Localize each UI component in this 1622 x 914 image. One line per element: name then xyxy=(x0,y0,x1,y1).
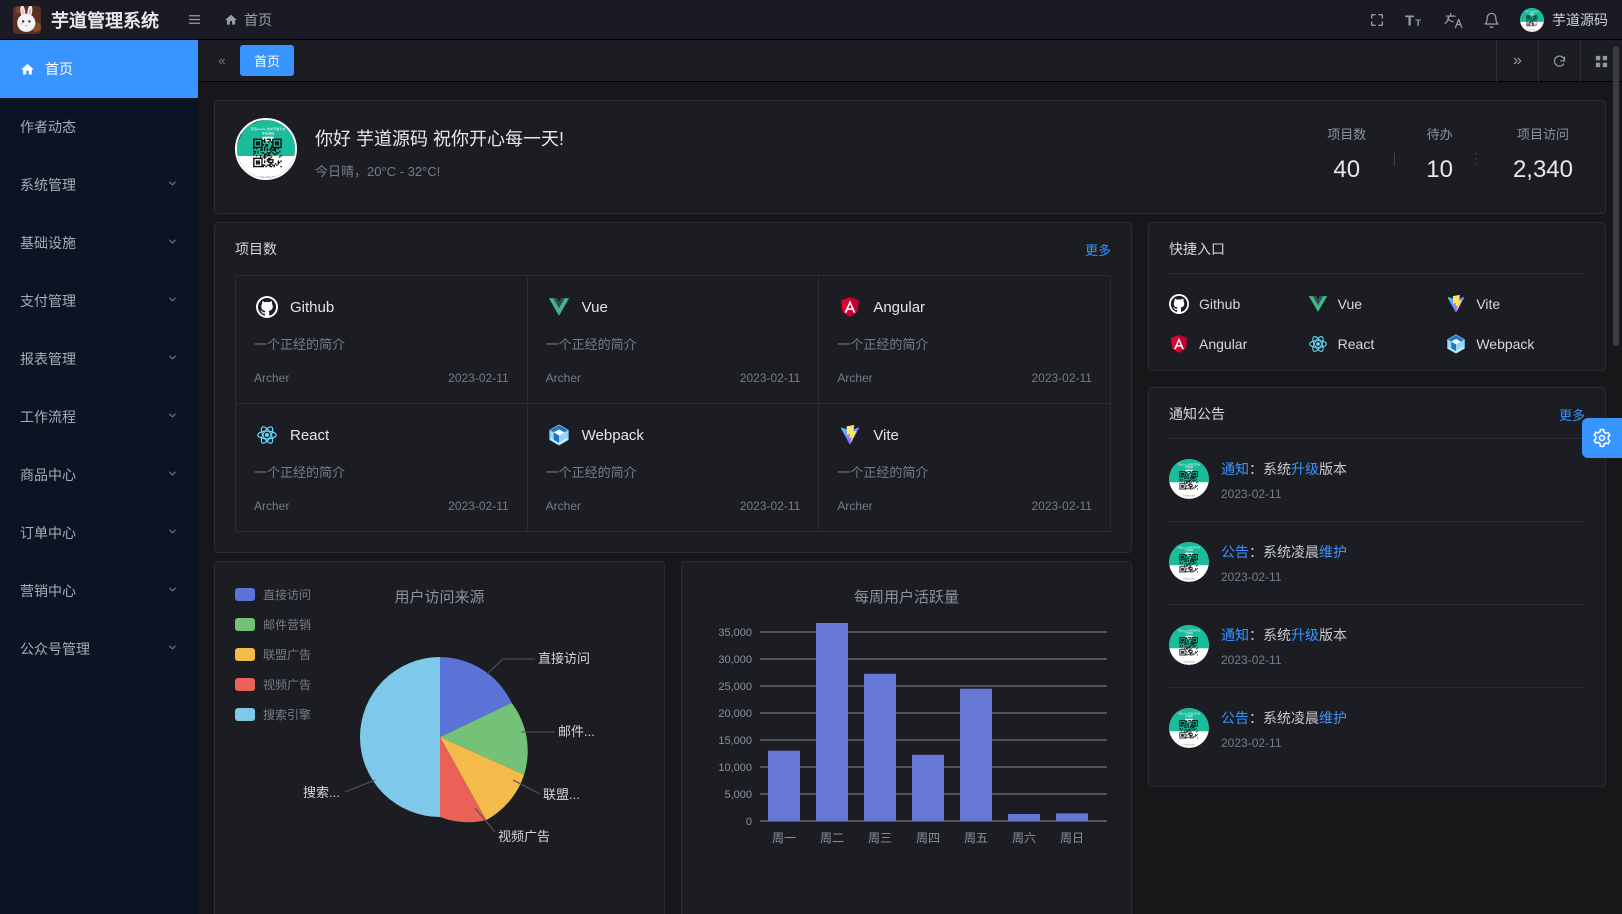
svg-text:T: T xyxy=(1405,12,1415,29)
svg-text:5,000: 5,000 xyxy=(724,789,752,801)
svg-text:30,000: 30,000 xyxy=(718,654,752,666)
svg-text:周一: 周一 xyxy=(772,831,796,845)
svg-text:搜索...: 搜索... xyxy=(303,785,340,800)
svg-text:0: 0 xyxy=(746,816,752,828)
svg-text:周日: 周日 xyxy=(1060,831,1084,845)
svg-text:25,000: 25,000 xyxy=(718,681,752,693)
svg-text:T: T xyxy=(1415,18,1421,29)
svg-text:直接访问: 直接访问 xyxy=(538,651,590,666)
svg-text:35,000: 35,000 xyxy=(718,627,752,639)
svg-text:周五: 周五 xyxy=(964,831,988,845)
svg-text:20,000: 20,000 xyxy=(718,708,752,720)
svg-text:周二: 周二 xyxy=(820,831,844,845)
svg-text:邮件...: 邮件... xyxy=(558,724,595,739)
svg-text:15,000: 15,000 xyxy=(718,735,752,747)
svg-text:联盟...: 联盟... xyxy=(543,787,580,802)
svg-text:周三: 周三 xyxy=(868,831,892,845)
svg-text:周四: 周四 xyxy=(916,831,940,845)
svg-text:周六: 周六 xyxy=(1012,831,1036,845)
svg-text:视频广告: 视频广告 xyxy=(498,829,550,844)
svg-text:10,000: 10,000 xyxy=(718,762,752,774)
